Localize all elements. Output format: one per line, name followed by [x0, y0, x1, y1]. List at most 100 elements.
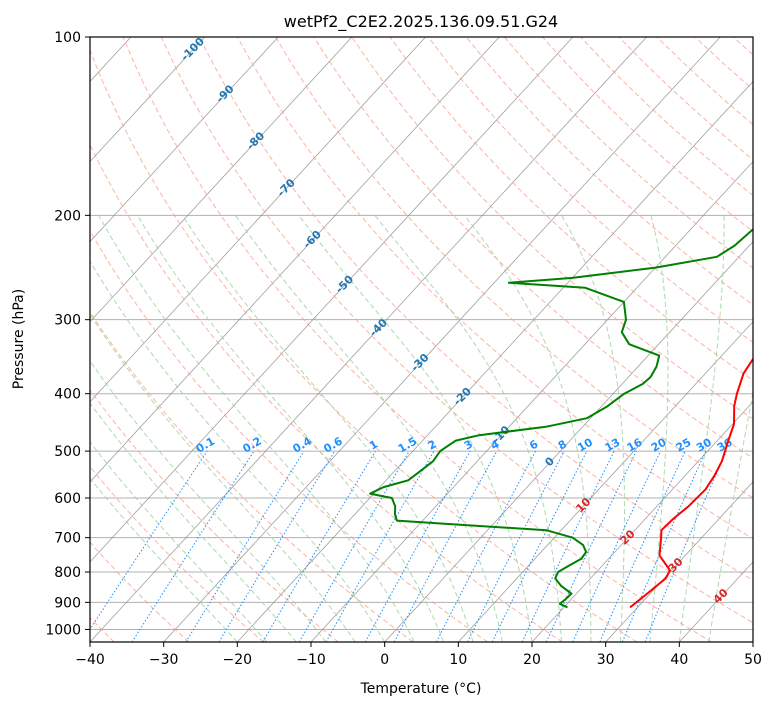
y-tick-label: 300: [54, 313, 81, 329]
y-tick-label: 500: [54, 444, 81, 460]
y-tick-label: 600: [54, 491, 81, 507]
mixing-ratio-line: [218, 450, 336, 642]
x-tick-label: 50: [744, 652, 762, 668]
dry-adiabat-line: [542, 37, 753, 233]
mixing-ratio-line: [467, 450, 565, 642]
isotherm-line: [458, 321, 753, 642]
mixing-ratio-line: [393, 450, 498, 642]
mixing-ratio-line: [521, 450, 615, 642]
mixing-ratio-line: [90, 450, 208, 631]
isotherm-line: [163, 37, 721, 642]
pressure-gridlines: [90, 37, 753, 630]
y-tick-label: 1000: [45, 622, 81, 638]
x-tick-label: 20: [523, 652, 541, 668]
temperature-profile-line: [629, 357, 753, 609]
x-axis-label: Temperature (°C): [360, 681, 482, 697]
dewpoint-profile-line: [369, 227, 753, 609]
x-tick-label: −40: [75, 652, 105, 668]
dry-adiabat-lines: [90, 37, 753, 642]
moist-adiabat-line: [649, 215, 669, 642]
moist-adiabat-lines: [90, 214, 753, 642]
chart-title: wetPf2_C2E2.2025.136.09.51.G24: [284, 12, 558, 32]
isotherm-line: [679, 561, 753, 642]
moist-adiabat-line: [298, 215, 533, 642]
dry-adiabat-line: [90, 48, 638, 642]
isotherm-line: [752, 641, 753, 642]
isotherm-line: [90, 37, 500, 483]
mixing-ratio-label: 25: [674, 436, 694, 455]
y-tick-label: 700: [54, 531, 81, 547]
x-tick-label: 10: [449, 652, 467, 668]
y-axis-ticks: 100 200 300 400 500 600 700 800 900 1000: [45, 30, 90, 638]
dry-adiabat-line: [427, 37, 753, 343]
x-tick-label: −30: [149, 652, 179, 668]
mixing-ratio-line: [325, 450, 435, 642]
moist-adiabat-line: [90, 360, 327, 642]
mixing-ratio-label: 0.1: [194, 435, 217, 456]
profile-series: [369, 227, 753, 609]
dry-adiabat-line: [90, 541, 190, 642]
mixing-ratio-line: [364, 450, 471, 642]
dry-adiabat-line: [275, 37, 753, 499]
mixing-ratio-label: 3: [462, 438, 475, 453]
mixing-ratio-label: 10: [575, 435, 595, 454]
isotherm-line: [531, 401, 753, 642]
mixing-ratio-label: 0.6: [321, 434, 345, 455]
isotherm-line: [605, 481, 753, 642]
moist-adiabat-line: [90, 313, 356, 642]
y-tick-label: 800: [54, 565, 81, 581]
isotherm-line: [310, 160, 753, 642]
x-tick-label: 40: [670, 652, 688, 668]
dry-adiabat-line: [580, 37, 753, 197]
mixing-ratio-line: [572, 450, 662, 642]
moist-adiabat-line: [678, 215, 725, 642]
isotherm-line: [237, 80, 753, 642]
dry-adiabat-line: [389, 37, 753, 381]
isotherm-line: [90, 37, 426, 403]
plot-frame: [89, 36, 754, 643]
dry-adiabat-line: [90, 389, 339, 642]
dry-adiabat-line: [237, 37, 753, 540]
x-tick-label: −10: [296, 652, 326, 668]
mixing-ratio-label: 6: [527, 437, 540, 452]
plot-area: -100-90-80-70-60-50-40-30-20-10010203040…: [90, 37, 753, 642]
mixing-ratio-label: 13: [603, 436, 623, 455]
mixing-ratio-line: [131, 450, 255, 642]
mixing-ratio-label: 30: [694, 435, 714, 454]
dry-adiabat-line: [198, 37, 753, 581]
isotherm-line: [90, 37, 279, 243]
moist-adiabat-line: [561, 215, 625, 642]
dry-adiabat-line: [90, 311, 414, 642]
x-axis-ticks: −40 −30 −20 −10 0 10 20 30 40 50: [75, 642, 762, 668]
dry-adiabat-line: [122, 37, 712, 642]
mixing-ratio-lines: [90, 450, 727, 642]
isotherm-line: [90, 37, 647, 642]
dry-adiabat-line: [465, 37, 753, 306]
mixing-ratio-line: [599, 450, 686, 642]
mixing-ratio-line: [621, 450, 707, 642]
y-tick-label: 900: [54, 595, 81, 611]
isotherm-line: [90, 37, 574, 563]
moist-adiabat-line: [90, 477, 238, 642]
moist-adiabat-line: [90, 441, 268, 642]
y-tick-label: 200: [54, 208, 81, 224]
dry-adiabat-line: [90, 465, 264, 642]
moist-adiabat-line: [137, 215, 445, 642]
moist-adiabat-line: [90, 402, 297, 642]
moist-adiabat-line: [98, 215, 415, 642]
mixing-ratio-label: 16: [625, 435, 645, 454]
dry-adiabat-line: [694, 37, 753, 91]
mixing-ratio-label: 2: [426, 438, 439, 453]
dry-adiabat-line: [90, 143, 563, 642]
moist-adiabat-line: [181, 215, 474, 642]
mixing-ratio-line: [644, 450, 727, 642]
dry-adiabat-line: [656, 37, 753, 126]
y-tick-label: 100: [54, 30, 81, 46]
mixing-ratio-line: [545, 450, 637, 642]
x-tick-label: −20: [223, 652, 253, 668]
dry-adiabat-line: [732, 37, 753, 56]
mixing-ratio-line: [491, 450, 588, 642]
mixing-ratio-label: 0.4: [291, 434, 315, 455]
moist-adiabat-line: [234, 215, 503, 642]
